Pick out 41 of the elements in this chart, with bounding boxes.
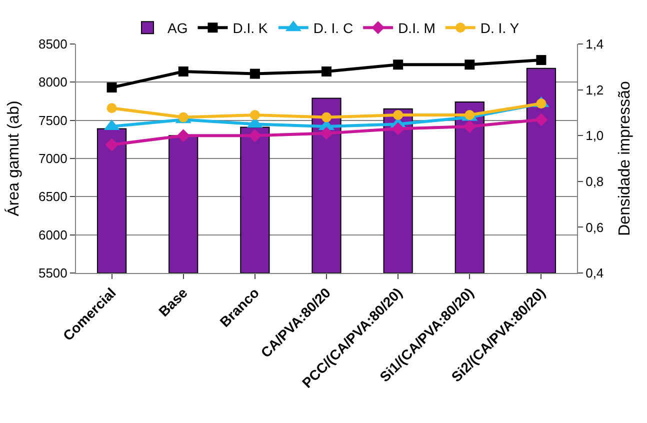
point bbox=[322, 112, 332, 122]
point bbox=[250, 110, 260, 120]
point bbox=[178, 66, 188, 76]
legend-label: D. I. C bbox=[313, 20, 354, 36]
point bbox=[176, 129, 190, 142]
y2-tick-label: 0,8 bbox=[586, 174, 604, 189]
y2-tick-label: 0,6 bbox=[586, 220, 604, 235]
legend-label: AG bbox=[168, 20, 188, 36]
legend-label: D. I. Y bbox=[480, 20, 520, 36]
point bbox=[320, 126, 333, 140]
point bbox=[536, 98, 546, 109]
y2-tick-label: 1,0 bbox=[586, 128, 604, 144]
y-tick-label: 8500 bbox=[38, 36, 68, 52]
point bbox=[463, 120, 476, 133]
y2-axis-title: Densidade impressão bbox=[616, 81, 634, 236]
y-tick-label: 5500 bbox=[38, 266, 68, 281]
point bbox=[106, 103, 117, 114]
point bbox=[393, 60, 404, 70]
point bbox=[322, 66, 332, 76]
y-tick-label: 6000 bbox=[38, 227, 68, 242]
point bbox=[106, 82, 117, 93]
legend-label: D.I. K bbox=[232, 20, 268, 36]
point bbox=[464, 110, 475, 120]
y-tick-label: 6500 bbox=[38, 189, 68, 204]
point bbox=[534, 113, 548, 126]
point bbox=[248, 129, 262, 142]
point bbox=[250, 68, 260, 79]
y2-tick-label: 1,2 bbox=[586, 82, 604, 98]
y-tick-label: 7500 bbox=[38, 112, 68, 128]
point bbox=[178, 112, 188, 122]
point bbox=[464, 60, 475, 70]
legend-label: D.I. M bbox=[398, 20, 436, 36]
point bbox=[393, 110, 404, 120]
point bbox=[105, 138, 118, 152]
y-tick-label: 8000 bbox=[38, 74, 68, 90]
y2-tick-label: 0,4 bbox=[586, 266, 604, 281]
point bbox=[392, 122, 405, 136]
y-tick-label: 7000 bbox=[38, 151, 68, 166]
y2-tick-label: 1,4 bbox=[586, 36, 604, 52]
y-axis-title: Área gamut (ab) bbox=[4, 100, 22, 216]
point bbox=[536, 55, 546, 66]
